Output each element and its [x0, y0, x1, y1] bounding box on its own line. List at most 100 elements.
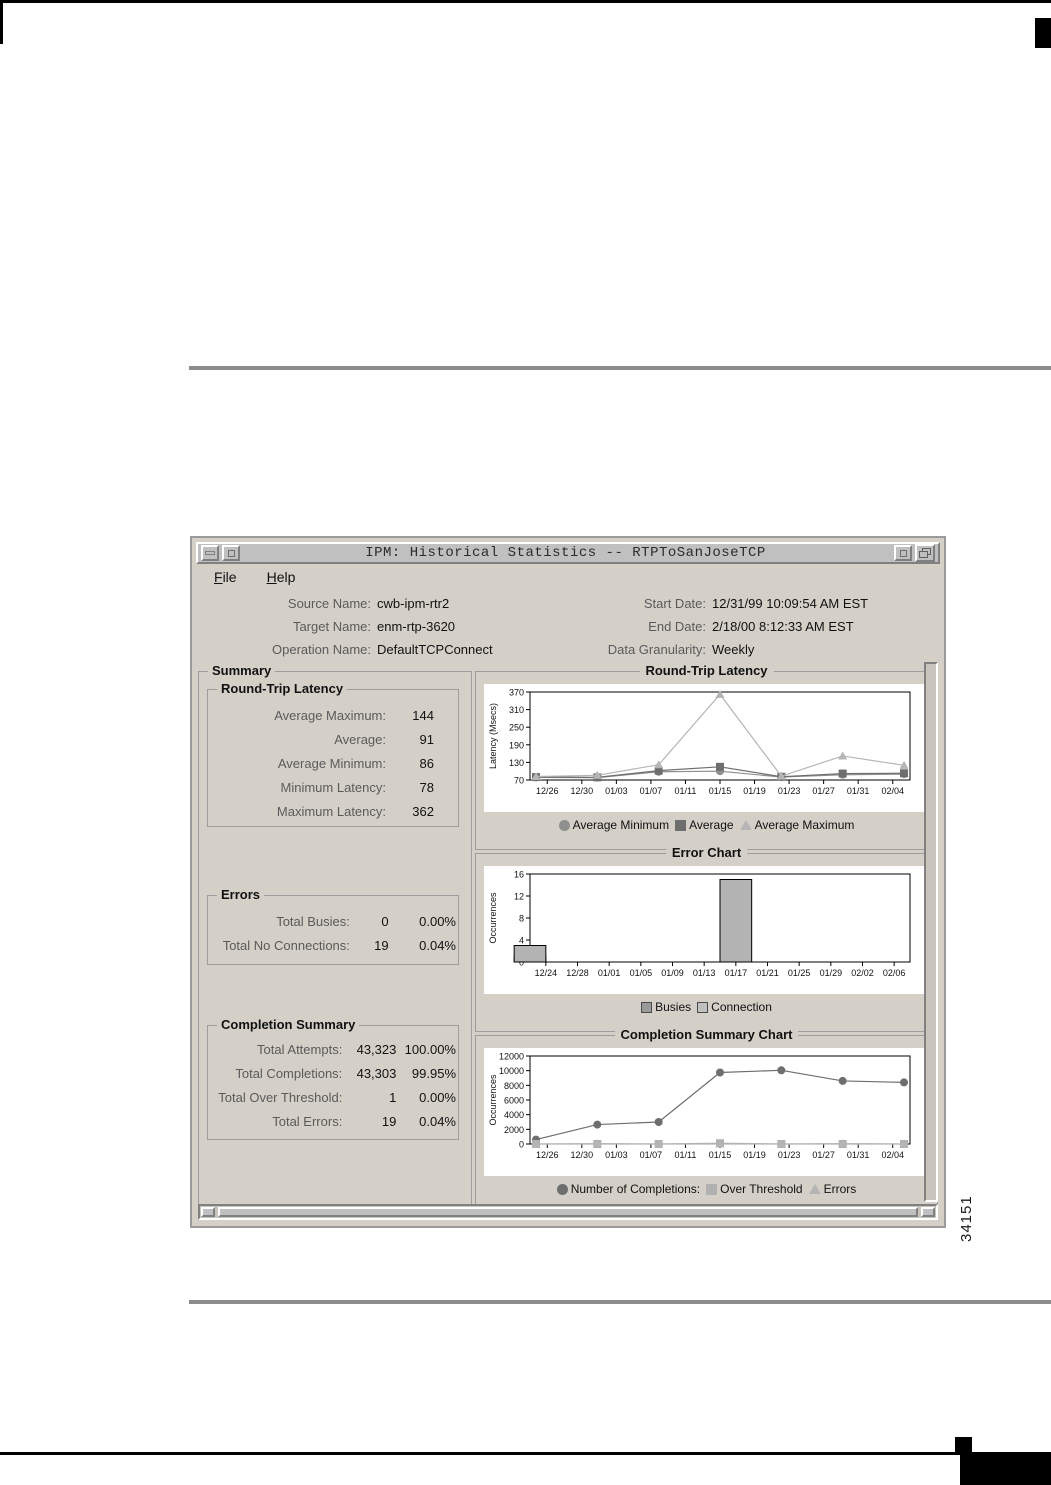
svg-text:6000: 6000 — [504, 1096, 524, 1106]
svg-text:01/29: 01/29 — [820, 968, 843, 978]
stat-average-minimum: Average Minimum: 86 — [277, 755, 434, 771]
error-chart-legend: Busies Connection — [476, 1000, 937, 1014]
circle-marker-icon — [556, 1183, 568, 1195]
completion-summary-group: Completion Summary Total Attempts: 43,32… — [207, 1017, 459, 1140]
error-chart-group: Error Chart 0481216Occurrences12/2412/28… — [475, 845, 938, 1032]
triangle-marker-icon — [739, 820, 752, 830]
completion-summary-group-title: Completion Summary — [217, 1017, 360, 1032]
page-left-mark — [0, 0, 3, 44]
field-target-name: Target Name: enm-rtp-3620 — [292, 618, 456, 634]
errors-group: Errors Total Busies: 0 0.00% Total No Co… — [207, 887, 459, 965]
svg-text:12/30: 12/30 — [571, 786, 594, 796]
scroll-right-arrow[interactable] — [921, 1207, 935, 1217]
window-menu-button[interactable] — [894, 545, 912, 561]
latency-chart-svg: 70 130 190 250 310 370 Latency (Msecs) 12/26 12/… — [488, 688, 911, 796]
svg-text:01/27: 01/27 — [812, 786, 835, 796]
errors-group-title: Errors — [217, 887, 265, 902]
svg-text:310: 310 — [509, 705, 524, 715]
latency-group-title: Round-Trip Latency — [217, 681, 348, 696]
section-rule-top — [189, 366, 1051, 370]
window-titlebar: IPM: Historical Statistics -- RTPToSanJo… — [196, 542, 940, 564]
completion-chart-svg: 0 2000 4000 6000 8000 10000 12000 Occurrences 12… — [488, 1052, 911, 1160]
svg-text:4: 4 — [519, 936, 524, 946]
window-controls-right — [891, 544, 935, 562]
section-rule-bottom — [189, 1300, 1051, 1304]
svg-text:01/27: 01/27 — [812, 1150, 835, 1160]
menu-help[interactable]: Help — [266, 569, 296, 585]
svg-text:01/03: 01/03 — [605, 786, 628, 796]
summary-panel: Summary Round-Trip Latency Average Maxim… — [198, 662, 472, 1222]
svg-text:02/06: 02/06 — [883, 968, 906, 978]
svg-text:01/11: 01/11 — [675, 1150, 697, 1160]
svg-text:12: 12 — [514, 892, 524, 902]
svg-text:10000: 10000 — [499, 1066, 524, 1076]
svg-text:4000: 4000 — [504, 1110, 524, 1120]
legend-over-threshold: Over Threshold — [706, 1182, 803, 1196]
svg-text:70: 70 — [514, 776, 524, 786]
stat-total-busies: Total Busies: 0 0.00% — [276, 913, 456, 929]
legend-connection: Connection — [697, 1000, 772, 1014]
field-end-date: End Date: 2/18/00 8:12:33 AM EST — [648, 618, 854, 634]
svg-text:02/04: 02/04 — [881, 1150, 904, 1160]
charts-column: Round-Trip Latency 70 130 190 250 310 370 Late… — [475, 662, 938, 1222]
window-title: IPM: Historical Statistics -- RTPToSanJo… — [365, 545, 766, 561]
completion-chart-legend: Number of Completions: Over Threshold Er… — [476, 1182, 937, 1196]
svg-text:16: 16 — [514, 870, 524, 880]
field-source-name: Source Name: cwb-ipm-rtr2 — [287, 595, 450, 611]
stat-total-completions: Total Completions: 43,303 99.95% — [235, 1065, 456, 1081]
page-top-rule — [0, 0, 1051, 3]
svg-text:01/23: 01/23 — [778, 1150, 801, 1160]
maximize-button[interactable] — [222, 545, 240, 561]
menu-file[interactable]: File — [214, 569, 237, 585]
svg-text:02/04: 02/04 — [881, 786, 904, 796]
svg-text:01/07: 01/07 — [640, 1150, 663, 1160]
svg-text:Occurrences: Occurrences — [488, 892, 498, 944]
legend-busies: Busies — [641, 1000, 691, 1014]
latency-chart-legend: Average Minimum Average Average Maximum — [476, 818, 937, 832]
svg-text:250: 250 — [509, 723, 524, 733]
svg-text:01/05: 01/05 — [630, 968, 653, 978]
square-marker-icon — [675, 819, 687, 831]
stat-total-no-connections: Total No Connections: 19 0.04% — [222, 937, 456, 953]
menubar: File Help — [196, 566, 940, 588]
square-marker-icon — [641, 1001, 653, 1013]
svg-text:01/25: 01/25 — [788, 968, 811, 978]
legend-average-minimum: Average Minimum — [558, 818, 669, 832]
svg-text:12/24: 12/24 — [535, 968, 558, 978]
figure-id-label: 34151 — [958, 1195, 975, 1242]
horizontal-scrollbar[interactable] — [198, 1204, 938, 1220]
stat-maximum-latency: Maximum Latency: 362 — [276, 803, 434, 819]
svg-text:01/01: 01/01 — [598, 968, 621, 978]
latency-chart-title: Round-Trip Latency — [639, 663, 774, 678]
minimize-button[interactable] — [201, 545, 219, 561]
completion-chart-title: Completion Summary Chart — [614, 1027, 799, 1042]
vertical-scrollbar[interactable] — [924, 662, 938, 1202]
completion-chart-group: Completion Summary Chart 0 2000 4000 6000 80… — [475, 1027, 938, 1214]
scroll-left-arrow[interactable] — [201, 1207, 215, 1217]
svg-text:01/13: 01/13 — [693, 968, 716, 978]
legend-average-maximum: Average Maximum — [739, 818, 854, 832]
header-fields: Source Name: cwb-ipm-rtr2 Target Name: e… — [196, 590, 940, 657]
svg-text:01/31: 01/31 — [847, 1150, 870, 1160]
svg-text:130: 130 — [509, 758, 524, 768]
stat-minimum-latency: Minimum Latency: 78 — [280, 779, 434, 795]
svg-text:01/11: 01/11 — [675, 786, 697, 796]
svg-text:8000: 8000 — [504, 1081, 524, 1091]
svg-text:01/23: 01/23 — [778, 786, 801, 796]
footer-rule — [0, 1452, 960, 1455]
svg-text:01/09: 01/09 — [661, 968, 684, 978]
summary-group: Summary Round-Trip Latency Average Maxim… — [198, 663, 472, 1218]
svg-text:Occurrences: Occurrences — [488, 1074, 498, 1126]
restore-button[interactable] — [915, 544, 935, 562]
footer-block — [960, 1452, 1051, 1485]
legend-average: Average — [675, 818, 734, 832]
svg-text:01/03: 01/03 — [605, 1150, 628, 1160]
svg-text:01/19: 01/19 — [743, 786, 766, 796]
svg-text:01/17: 01/17 — [725, 968, 748, 978]
horizontal-scroll-thumb[interactable] — [218, 1207, 918, 1217]
svg-text:01/31: 01/31 — [847, 786, 870, 796]
svg-text:12/28: 12/28 — [566, 968, 589, 978]
svg-text:01/21: 01/21 — [756, 968, 779, 978]
footer-nub — [955, 1437, 972, 1453]
error-chart-canvas: 0481216Occurrences12/2412/2801/0101/0501… — [484, 866, 929, 994]
